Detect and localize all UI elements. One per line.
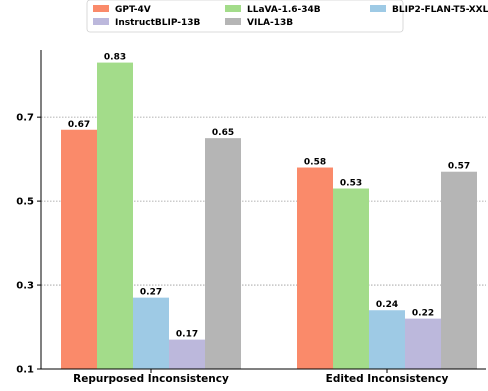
y-tick-label: 0.1 — [16, 365, 34, 376]
bar — [97, 62, 133, 370]
bar — [133, 297, 169, 369]
legend-label: LLaVA-1.6-34B — [247, 5, 321, 15]
bar-value-label: 0.83 — [104, 53, 126, 63]
legend: GPT-4V LLaVA-1.6-34B BLIP2-FLAN-T5-XXL Inst… — [86, 0, 488, 33]
x-category-label: Repurposed Inconsistency — [73, 373, 229, 385]
legend-swatch — [225, 5, 241, 12]
bar-value-label: 0.27 — [140, 288, 162, 298]
legend-frame — [86, 0, 404, 33]
bar-value-label: 0.67 — [68, 120, 90, 130]
legend-label: InstructBLIP-13B — [115, 18, 201, 28]
bar — [369, 310, 405, 369]
legend-label: BLIP2-FLAN-T5-XXL — [392, 5, 488, 15]
y-tick-label: 0.3 — [16, 281, 34, 292]
legend-label: VILA-13B — [247, 18, 293, 28]
legend-label: GPT-4V — [115, 5, 151, 15]
bar-value-label: 0.22 — [412, 309, 434, 319]
legend-swatch — [93, 18, 109, 25]
legend-swatch — [225, 18, 241, 25]
bar-value-label: 0.53 — [340, 179, 362, 189]
x-category-label: Edited Inconsistency — [326, 373, 449, 385]
axes: 0.1 0.3 0.5 0.7 Repurposed Inconsistency Edit… — [16, 50, 486, 385]
bar-value-label: 0.17 — [176, 330, 198, 340]
legend-swatch — [370, 5, 386, 12]
bar — [297, 167, 333, 369]
bar-value-label: 0.24 — [376, 300, 398, 310]
value-labels: 0.67 0.83 0.27 0.17 0.65 0.58 0.53 0.24 0.22 0.57 — [68, 53, 470, 340]
bar — [169, 339, 205, 369]
bar — [61, 129, 97, 369]
bar — [441, 171, 477, 369]
legend-swatch — [93, 5, 109, 12]
grid-lines — [41, 116, 486, 286]
bar-value-label: 0.58 — [304, 158, 326, 168]
bar-value-label: 0.65 — [212, 128, 234, 138]
bar — [205, 138, 241, 369]
bar — [405, 318, 441, 369]
bar-value-label: 0.57 — [448, 162, 470, 172]
y-tick-label: 0.5 — [16, 197, 34, 208]
bar — [333, 188, 369, 369]
bars — [61, 62, 477, 370]
y-tick-label: 0.7 — [16, 113, 34, 124]
